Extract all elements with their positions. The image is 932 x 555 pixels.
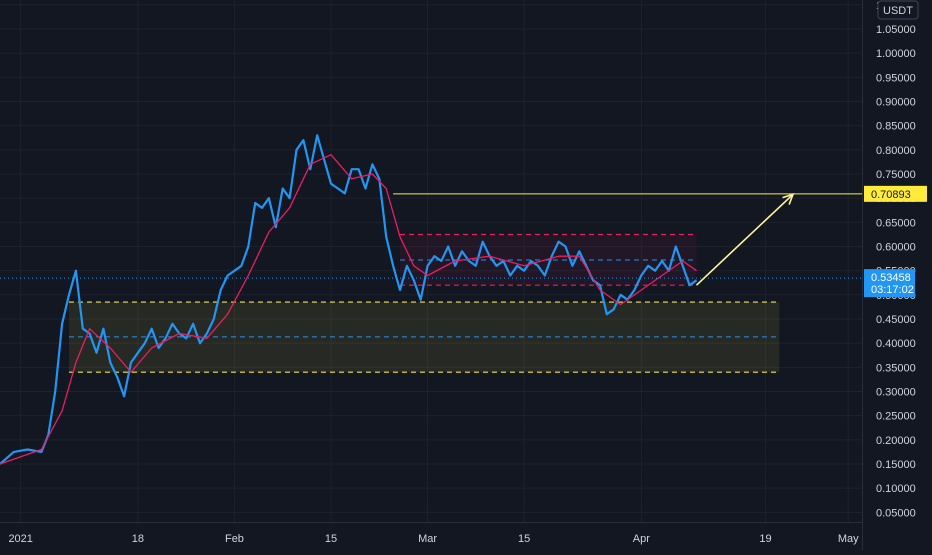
target-price-label: 0.70893 (871, 189, 911, 201)
grid (0, 0, 862, 522)
y-tick-label: 0.75000 (876, 169, 916, 181)
x-tick-label: 18 (132, 533, 144, 545)
x-tick-label: 19 (759, 533, 771, 545)
countdown-label: 03:17:02 (871, 284, 914, 296)
currency-badge[interactable]: USDT (877, 0, 919, 20)
y-tick-label: 0.65000 (876, 217, 916, 229)
y-tick-label: 0.10000 (876, 483, 916, 495)
annotations[interactable] (0, 193, 862, 286)
y-tick-label: 0.95000 (876, 72, 916, 84)
price-axis[interactable]: 0.05000 0.10000 0.15000 0.20000 0.25000 0.300… (862, 0, 932, 550)
y-tick-label: 0.45000 (876, 314, 916, 326)
y-tick-label: 0.20000 (876, 435, 916, 447)
x-tick-label: 2021 (8, 533, 32, 545)
target-price-badge[interactable] (864, 185, 927, 202)
last-price-badge[interactable] (864, 269, 915, 298)
moving-average-line (0, 154, 697, 465)
y-tick-label: 0.85000 (876, 121, 916, 133)
x-tick-label: 15 (325, 533, 337, 545)
y-tick-label: 1.05000 (876, 24, 916, 36)
x-tick-label: Apr (633, 533, 650, 545)
x-tick-label: Feb (225, 533, 244, 545)
y-tick-label: 1.00000 (876, 48, 916, 60)
x-tick-label: May (838, 533, 859, 545)
currency-badge-label: USDT (883, 5, 913, 17)
y-tick-label: 0.30000 (876, 387, 916, 399)
last-price-label: 0.53458 (871, 272, 911, 284)
y-tick-label: 0.90000 (876, 97, 916, 109)
y-tick-label: 0.40000 (876, 338, 916, 350)
x-tick-label: 15 (518, 533, 530, 545)
time-axis[interactable]: 2021 18 Feb 15 Mar 15 Apr 19 May (0, 522, 862, 546)
y-tick-label: 0.15000 (876, 459, 916, 471)
series-layer (0, 134, 698, 465)
drawing-zones[interactable] (68, 233, 780, 373)
price-series-line (0, 134, 698, 465)
y-tick-label: 0.80000 (876, 145, 916, 157)
y-tick-label: 0.25000 (876, 411, 916, 423)
y-tick-label: 0.05000 (876, 507, 916, 519)
projection-arrow-head (782, 193, 795, 205)
x-tick-label: Mar (418, 533, 437, 545)
projection-arrow[interactable] (695, 193, 794, 286)
y-tick-label: 0.35000 (876, 362, 916, 374)
y-tick-label: 0.60000 (876, 242, 916, 254)
